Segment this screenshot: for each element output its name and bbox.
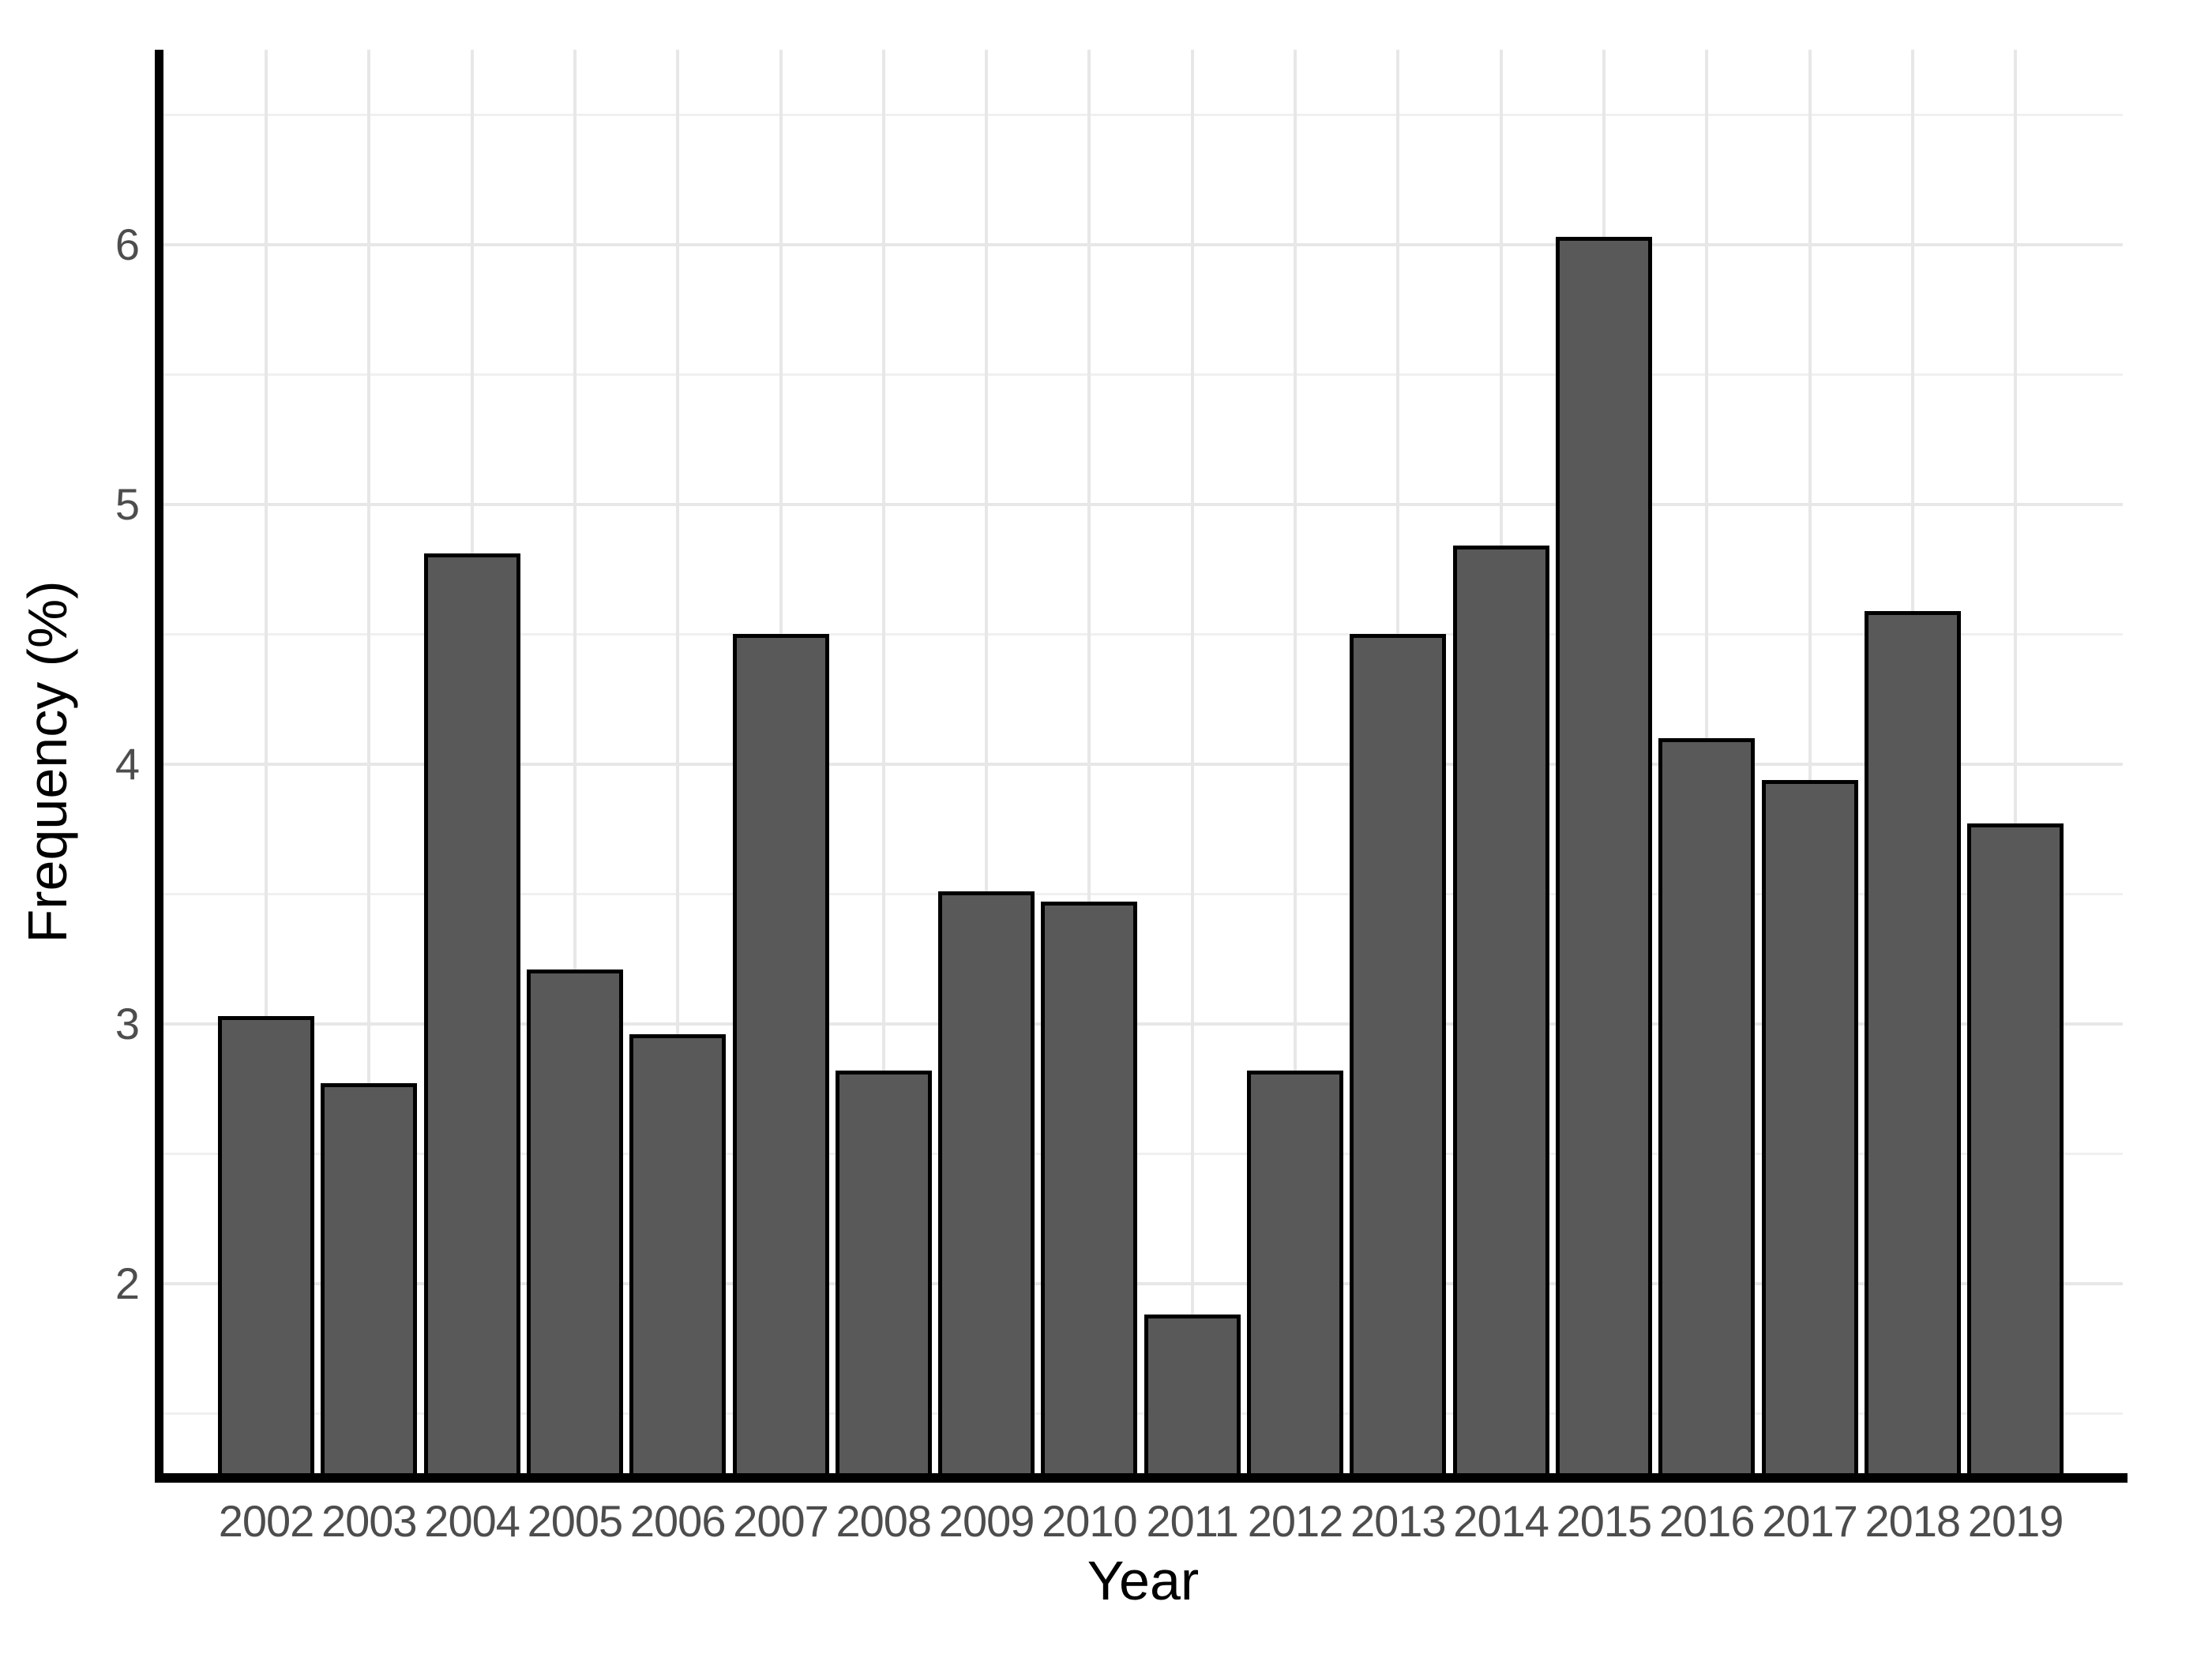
- x-tick-label: 2011: [1146, 1496, 1238, 1546]
- bar-2003: [321, 1083, 418, 1478]
- y-gridline-major: [163, 242, 2123, 246]
- x-axis-title: Year: [1087, 1550, 1200, 1611]
- bar-2006: [629, 1033, 727, 1478]
- x-gridline-major: [1190, 50, 1194, 1473]
- x-tick-label: 2005: [527, 1496, 624, 1546]
- y-gridline-major: [163, 1022, 2123, 1026]
- x-tick-label: 2012: [1247, 1496, 1344, 1546]
- y-axis-line: [155, 50, 163, 1483]
- y-tick-label: 3: [115, 998, 140, 1048]
- x-gridline-major: [676, 50, 680, 1473]
- y-gridline-minor: [163, 632, 2123, 636]
- x-gridline-major: [2014, 50, 2018, 1473]
- y-tick-label: 6: [115, 219, 140, 269]
- x-gridline-major: [573, 50, 576, 1473]
- x-axis-line: [155, 1473, 2128, 1483]
- y-tick-label: 5: [115, 478, 140, 529]
- bar-2017: [1761, 779, 1858, 1478]
- x-tick-label: 2019: [1967, 1496, 2064, 1546]
- y-gridline-major: [163, 502, 2123, 506]
- x-tick-label: 2013: [1350, 1496, 1447, 1546]
- x-tick-label: 2008: [836, 1496, 933, 1546]
- y-gridline-minor: [163, 892, 2123, 895]
- bar-2009: [938, 891, 1035, 1478]
- bar-2018: [1864, 610, 1961, 1478]
- y-tick-label: 2: [115, 1258, 140, 1308]
- x-gridline-major: [1294, 50, 1297, 1473]
- bar-2013: [1350, 634, 1447, 1478]
- x-gridline-major: [985, 50, 989, 1473]
- bar-2010: [1041, 902, 1138, 1478]
- x-tick-label: 2010: [1042, 1496, 1138, 1546]
- bar-2011: [1144, 1315, 1241, 1478]
- y-gridline-minor: [163, 1412, 2123, 1415]
- x-tick-label: 2017: [1762, 1496, 1858, 1546]
- x-tick-label: 2015: [1556, 1496, 1653, 1546]
- bar-2004: [423, 553, 520, 1478]
- x-tick-label: 2006: [629, 1496, 727, 1546]
- bar-2012: [1247, 1071, 1343, 1478]
- x-gridline-major: [1808, 50, 1812, 1473]
- x-tick-label: 2014: [1453, 1496, 1549, 1546]
- x-tick-label: 2004: [424, 1496, 520, 1546]
- x-gridline-major: [367, 50, 371, 1473]
- y-gridline-major: [163, 762, 2123, 766]
- x-tick-label: 2009: [938, 1496, 1035, 1546]
- x-tick-label: 2016: [1658, 1496, 1756, 1546]
- x-gridline-major: [265, 50, 268, 1473]
- bar-2015: [1555, 236, 1652, 1478]
- bar-2002: [218, 1015, 314, 1478]
- x-tick-label: 2003: [321, 1496, 418, 1546]
- bar-2016: [1658, 737, 1756, 1478]
- x-tick-label: 2018: [1865, 1496, 1962, 1546]
- bar-2008: [835, 1071, 932, 1478]
- bar-2019: [1967, 823, 2064, 1478]
- x-tick-label: 2002: [218, 1496, 315, 1546]
- y-gridline-minor: [163, 1152, 2123, 1155]
- y-gridline-major: [163, 1281, 2123, 1285]
- y-gridline-minor: [163, 113, 2123, 116]
- bar-2014: [1452, 546, 1549, 1478]
- y-tick-label: 4: [115, 738, 140, 789]
- x-gridline-major: [881, 50, 885, 1473]
- x-gridline-major: [1087, 50, 1091, 1473]
- bar-2007: [732, 634, 829, 1478]
- x-tick-label: 2007: [733, 1496, 829, 1546]
- y-gridline-minor: [163, 373, 2123, 376]
- bar-2005: [526, 969, 623, 1478]
